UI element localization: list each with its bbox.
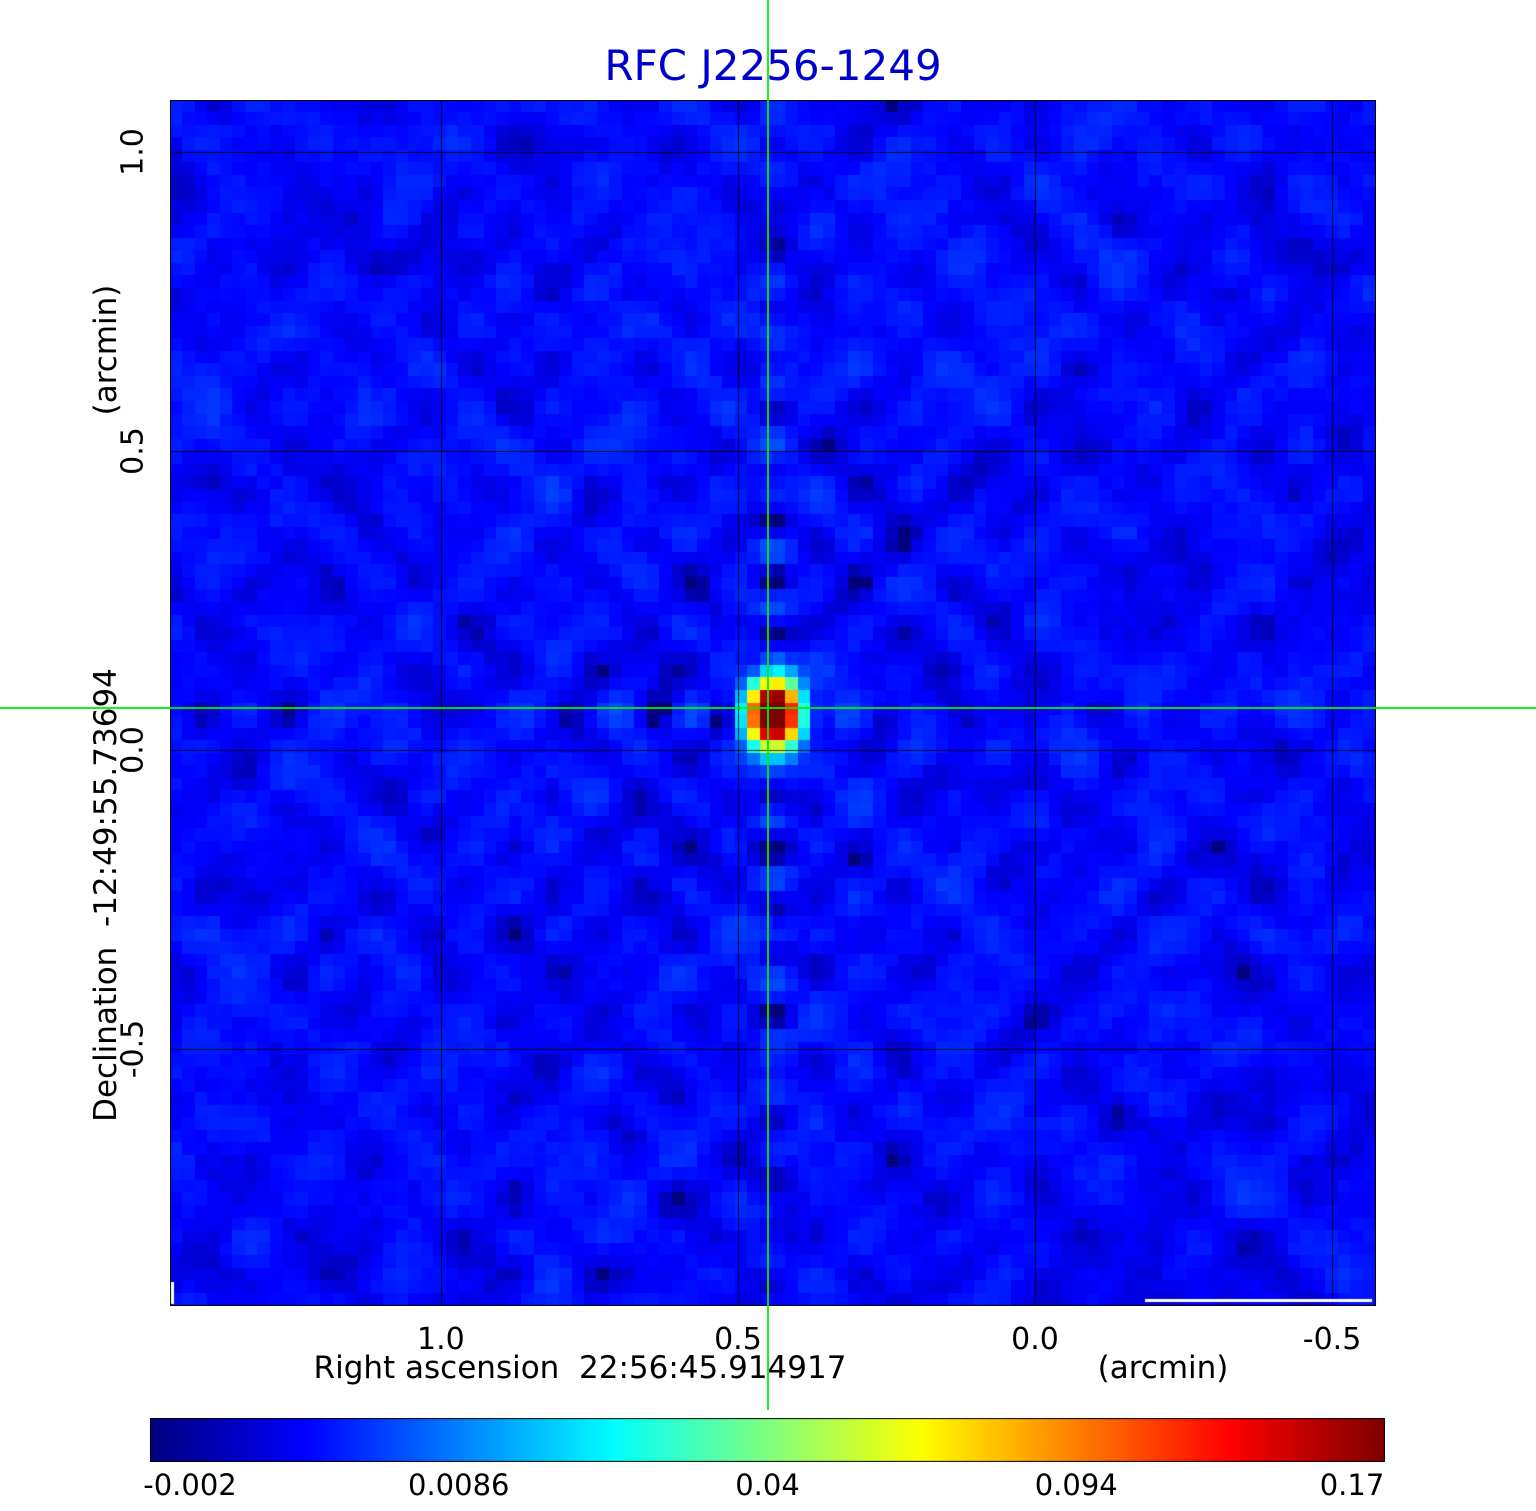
colorbar-canvas xyxy=(150,1418,1385,1462)
y-axis-label: Declination -12:49:55.73694 xyxy=(88,668,124,1122)
x-axis-unit: (arcmin) xyxy=(1097,1350,1229,1386)
sky-map xyxy=(170,100,1376,1306)
y-axis-unit: (arcmin) xyxy=(88,284,124,416)
x-tick-label: -0.5 xyxy=(1302,1322,1362,1357)
sky-map-canvas xyxy=(170,100,1376,1306)
y-tick-label: 0.5 xyxy=(115,427,151,475)
y-tick-label: 1.0 xyxy=(115,128,151,176)
x-tick-label: 1.0 xyxy=(417,1322,465,1357)
x-tick-label: 0.5 xyxy=(714,1322,762,1357)
colorbar xyxy=(150,1418,1385,1462)
plot-title: RFC J2256-1249 xyxy=(604,41,942,90)
x-tick-label: 0.0 xyxy=(1011,1322,1059,1357)
crosshair-vertical-line xyxy=(766,0,769,1410)
x-axis-label: Right ascension 22:56:45.914917 xyxy=(313,1350,847,1386)
colorbar-tick-label: 0.094 xyxy=(1034,1468,1118,1502)
colorbar-tick-label: -0.002 xyxy=(143,1468,237,1502)
colorbar-tick-label: 0.17 xyxy=(1319,1468,1385,1502)
crosshair-horizontal-line xyxy=(0,707,1536,710)
colorbar-tick-label: 0.0086 xyxy=(408,1468,510,1502)
colorbar-tick-label: 0.04 xyxy=(735,1468,800,1502)
